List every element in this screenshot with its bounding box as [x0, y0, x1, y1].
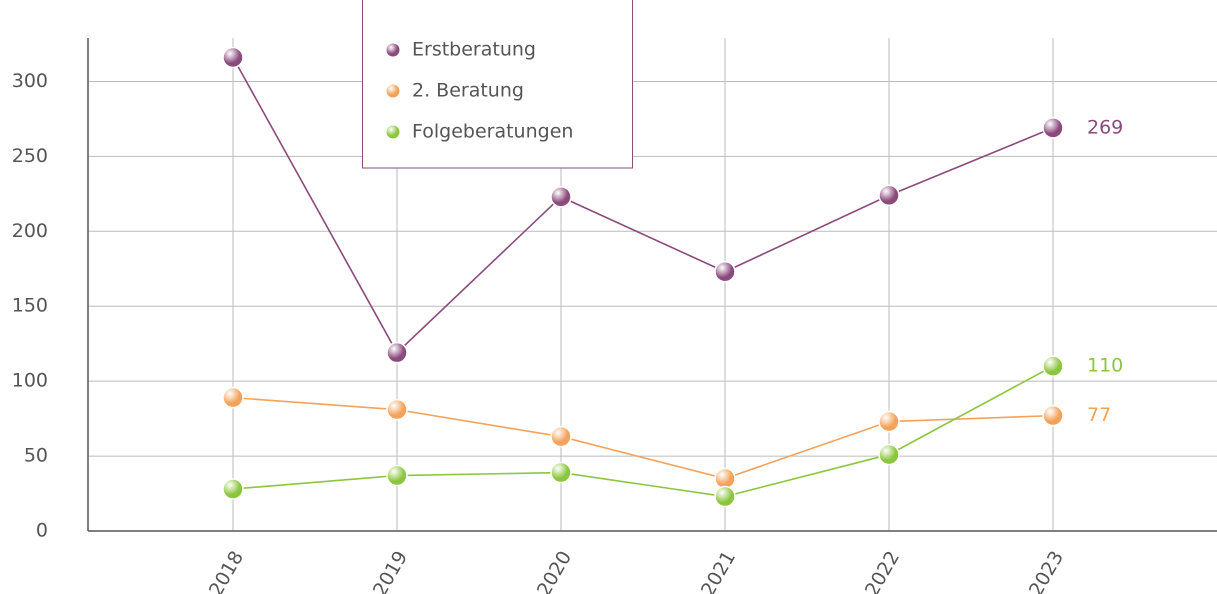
- data-point: [550, 461, 572, 484]
- y-tick-label: 300: [12, 70, 48, 92]
- data-point: [1042, 355, 1064, 377]
- data-point: [714, 261, 736, 283]
- value-label: 110: [1087, 355, 1123, 377]
- data-point: [1042, 117, 1064, 139]
- y-tick-label: 100: [12, 370, 48, 392]
- data-point: [550, 186, 572, 208]
- value-label: 269: [1087, 116, 1123, 138]
- legend-marker: [386, 84, 400, 98]
- data-point: [222, 478, 244, 500]
- x-tick-label: 2019: [369, 547, 412, 594]
- data-point: [878, 410, 900, 433]
- x-tick-label: 2023: [1025, 547, 1068, 594]
- x-tick-label: 2020: [533, 547, 576, 594]
- y-tick-label: 200: [12, 220, 48, 242]
- legend-label: Erstberatung: [412, 39, 536, 61]
- data-point: [222, 46, 244, 69]
- y-tick-label: 250: [12, 145, 48, 167]
- y-tick-label: 50: [24, 445, 48, 467]
- legend-label: 2. Beratung: [412, 80, 524, 102]
- data-point: [386, 398, 408, 421]
- data-point: [878, 184, 900, 207]
- x-tick-label: 2021: [697, 547, 740, 594]
- data-point: [714, 467, 736, 490]
- x-tick-label: 2022: [861, 547, 904, 594]
- y-tick-label: 150: [12, 295, 48, 317]
- series-line: [232, 57, 1054, 354]
- data-point: [386, 464, 408, 487]
- data-point: [878, 443, 900, 466]
- y-tick-label: 0: [36, 520, 48, 542]
- data-point: [550, 425, 572, 448]
- legend-marker: [386, 125, 400, 139]
- series-line: [232, 396, 1054, 480]
- legend-marker: [386, 43, 400, 57]
- legend-label: Folgeberatungen: [412, 121, 573, 143]
- series-line: [232, 365, 1054, 498]
- data-point: [222, 386, 244, 409]
- value-label: 77: [1087, 404, 1111, 426]
- legend-box: [362, 0, 633, 169]
- data-point: [386, 341, 408, 364]
- x-tick-label: 2018: [205, 547, 248, 594]
- data-point: [1042, 404, 1064, 427]
- data-point: [714, 485, 736, 508]
